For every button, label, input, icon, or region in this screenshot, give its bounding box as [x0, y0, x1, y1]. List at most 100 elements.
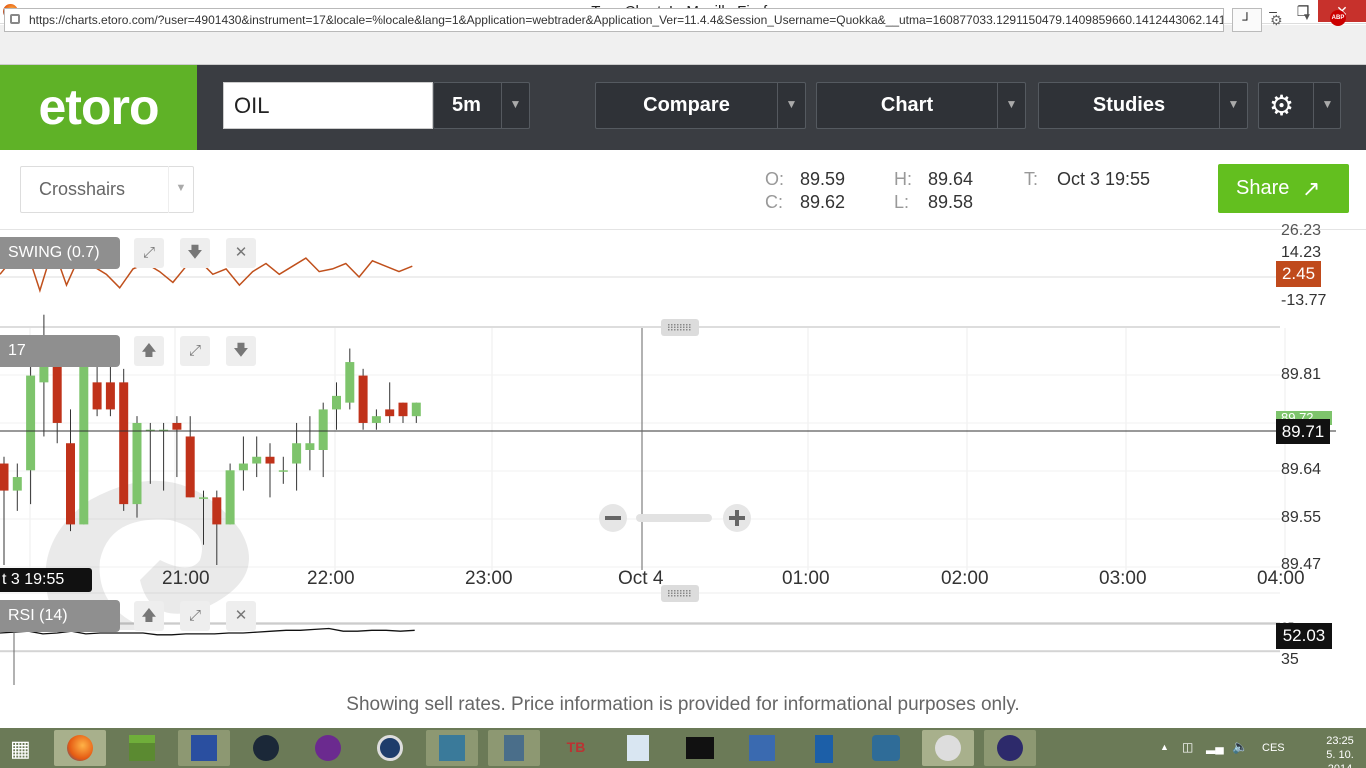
candle-body — [278, 470, 288, 472]
chevron-down-icon[interactable]: ▼ — [997, 82, 1025, 129]
compare-label: Compare — [643, 94, 730, 116]
chevron-down-icon[interactable]: ▼ — [1219, 82, 1247, 129]
studies-button[interactable]: Studies — [1038, 82, 1248, 129]
save-taskbar-icon[interactable] — [178, 730, 230, 766]
ohlc-open-value: 89.59 — [800, 169, 846, 189]
etoro-watermark — [45, 480, 249, 630]
chart-toolbar — [0, 150, 1366, 230]
share-button[interactable]: Share — [1218, 164, 1349, 213]
close-panel-icon[interactable]: ✕ — [226, 238, 256, 268]
cursor-time-badge: t 3 19:55 — [0, 568, 92, 592]
tray-volume-icon[interactable]: 🔈 — [1232, 739, 1249, 754]
price-tick-label: 89.72 — [1281, 412, 1314, 422]
app-taskbar-icon[interactable] — [302, 730, 354, 766]
grip-dot — [683, 324, 685, 326]
candle-body — [225, 470, 235, 525]
speaker-taskbar-icon[interactable] — [922, 730, 974, 766]
main-panel-label: 17 — [0, 335, 120, 367]
grip-dot — [668, 592, 670, 594]
expand-icon[interactable]: ⤢ — [134, 238, 164, 268]
price-tick-label: 89.55 — [1281, 509, 1322, 526]
arrow-down-icon[interactable]: 🡇 — [226, 336, 256, 366]
candle-body — [159, 429, 169, 432]
arrow-up-icon[interactable]: 🡅 — [134, 336, 164, 366]
terminal-taskbar-icon[interactable] — [674, 730, 726, 766]
chart-canvas[interactable] — [0, 230, 1366, 685]
chevron-down-icon[interactable]: ▼ — [777, 82, 805, 129]
candle-body — [332, 395, 341, 410]
keepass-taskbar-icon[interactable] — [364, 730, 416, 766]
tray-language[interactable]: CES — [1262, 742, 1285, 754]
grip-dot — [680, 592, 682, 594]
phone-taskbar-icon[interactable] — [798, 730, 850, 766]
tray-signal-icon[interactable]: ▂▄ — [1206, 740, 1224, 754]
grip-dot — [689, 324, 691, 326]
tray-clock[interactable]: 23:25 5. 10. 2014 — [1318, 734, 1362, 768]
tb-taskbar-icon[interactable]: TB — [566, 739, 586, 755]
tray-up-icon[interactable]: ▲ — [1160, 742, 1169, 752]
download-taskbar-icon[interactable] — [488, 730, 540, 766]
candle-body — [265, 456, 275, 464]
grip-dot — [671, 329, 673, 331]
restore-icon[interactable]: ❐ — [1296, 3, 1310, 19]
dropdown-icon[interactable]: ▼ — [1302, 12, 1312, 23]
grip-dot — [668, 329, 670, 331]
swing-tick-label: 14.23 — [1281, 244, 1322, 261]
candle-body — [119, 382, 129, 505]
close-panel-icon[interactable]: ✕ — [226, 601, 256, 631]
time-tick-label: 02:00 — [941, 568, 989, 589]
lock-icon — [10, 14, 20, 24]
chart-button[interactable]: Chart — [816, 82, 1026, 129]
expand-icon[interactable]: ⤢ — [180, 336, 210, 366]
grip-dot — [683, 326, 685, 328]
mysql-taskbar-icon[interactable] — [860, 730, 912, 766]
addon-icon[interactable]: ⚙ — [1270, 12, 1283, 28]
zoom-slider — [636, 514, 712, 522]
chart-label: Chart — [880, 94, 934, 116]
chevron-down-icon[interactable]: ▼ — [1313, 82, 1341, 129]
url-input[interactable]: https://charts.etoro.com/?user=4901430&i… — [4, 8, 1224, 32]
instrument-input[interactable]: OIL — [223, 82, 433, 129]
ohlc-low-label: L: — [894, 192, 910, 212]
candle-body — [305, 443, 315, 450]
candle-body — [26, 375, 36, 471]
candle-body — [292, 443, 302, 464]
network-taskbar-icon[interactable] — [426, 730, 478, 766]
minecraft-taskbar-icon[interactable] — [116, 730, 168, 766]
compare-button[interactable]: Compare — [595, 82, 806, 129]
candle-body — [79, 362, 89, 525]
firefox-taskbar-icon[interactable] — [54, 730, 106, 766]
grip-dot — [683, 590, 685, 592]
interval-select[interactable]: 5m — [433, 82, 530, 129]
tray-network-icon[interactable]: ◫ — [1182, 740, 1194, 754]
crosshairs-label: Crosshairs — [39, 179, 126, 199]
connection-taskbar-icon[interactable] — [736, 730, 788, 766]
grip-dot — [671, 326, 673, 328]
grip-dot — [680, 326, 682, 328]
rsi-tick-label: 35 — [1281, 651, 1299, 668]
steam-taskbar-icon[interactable] — [240, 730, 292, 766]
price-tick-label: 89.47 — [1281, 556, 1322, 573]
chevron-down-icon[interactable]: ▼ — [168, 166, 193, 213]
grip-dot — [689, 329, 691, 331]
adblock-icon[interactable]: ABP — [1330, 10, 1346, 26]
candle-body — [212, 497, 222, 525]
windows-start-icon[interactable]: ▦ — [10, 736, 31, 761]
arrow-up-icon[interactable]: 🡅 — [134, 601, 164, 631]
ohlc-time-value: Oct 3 19:55 — [1057, 169, 1151, 189]
eclipse-taskbar-icon[interactable] — [984, 730, 1036, 766]
price-value-badge: 89.71 — [1276, 419, 1330, 444]
candle-body — [92, 382, 102, 410]
crosshairs-select[interactable]: Crosshairs — [20, 166, 194, 213]
chevron-down-icon[interactable]: ▼ — [501, 82, 529, 129]
expand-icon[interactable]: ⤢ — [180, 601, 210, 631]
arrow-down-icon[interactable]: 🡇 — [180, 238, 210, 268]
grip-dot — [680, 590, 682, 592]
grip-dot — [683, 592, 685, 594]
grip-dot — [677, 324, 679, 326]
settings-button[interactable]: ⚙ — [1258, 82, 1341, 129]
pin-icon[interactable]: ┘ — [1232, 8, 1262, 32]
swing-tick-label: -13.77 — [1281, 292, 1327, 309]
minimize-icon[interactable]: – — [1269, 3, 1277, 19]
calculator-taskbar-icon[interactable] — [612, 730, 664, 766]
